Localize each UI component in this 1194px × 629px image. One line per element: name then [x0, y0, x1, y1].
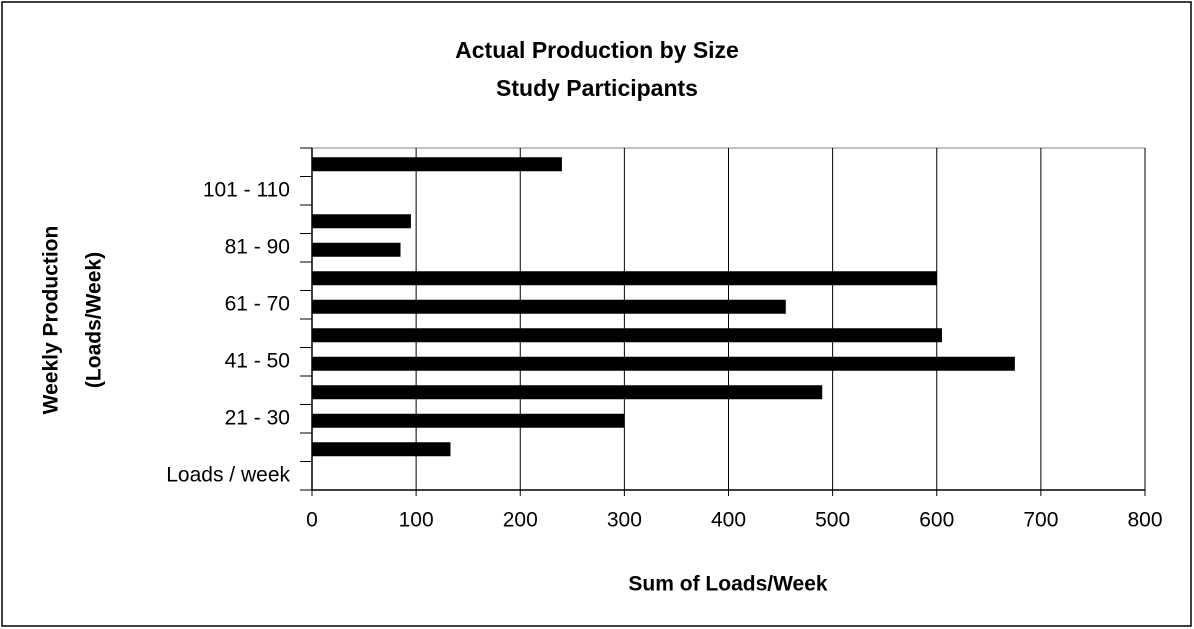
bar — [312, 356, 1015, 371]
y-tick-label: 101 - 110 — [203, 178, 290, 201]
bar — [312, 271, 937, 286]
x-tick-label: 700 — [1023, 509, 1058, 532]
chart-title: Actual Production by Size — [455, 37, 739, 63]
bar — [312, 214, 411, 229]
x-axis-title: Sum of Loads/Week — [628, 573, 827, 596]
x-tick-label: 100 — [399, 509, 434, 532]
y-tick-label: 61 - 70 — [225, 292, 290, 315]
y-axis-title: Weekly Production — [40, 226, 63, 415]
x-tick-label: 200 — [503, 509, 538, 532]
y-tick-label: 41 - 50 — [225, 349, 290, 372]
bar — [312, 299, 786, 314]
y-tick-label: Loads / week — [166, 463, 290, 486]
bar — [312, 242, 401, 257]
chart-subtitle: Study Participants — [496, 75, 698, 101]
bar — [312, 442, 451, 457]
y-tick-label: 81 - 90 — [225, 235, 290, 258]
bar — [312, 413, 625, 428]
bar — [312, 328, 942, 343]
x-tick-label: 600 — [919, 509, 954, 532]
x-tick-label: 800 — [1127, 509, 1162, 532]
y-tick-label: 21 - 30 — [225, 406, 290, 429]
x-tick-label: 300 — [607, 509, 642, 532]
x-tick-label: 400 — [711, 509, 746, 532]
y-axis-title: (Loads/Week) — [83, 252, 106, 388]
x-tick-label: 0 — [306, 509, 318, 532]
x-tick-label: 500 — [815, 509, 850, 532]
bar — [312, 157, 562, 172]
bar — [312, 385, 823, 400]
